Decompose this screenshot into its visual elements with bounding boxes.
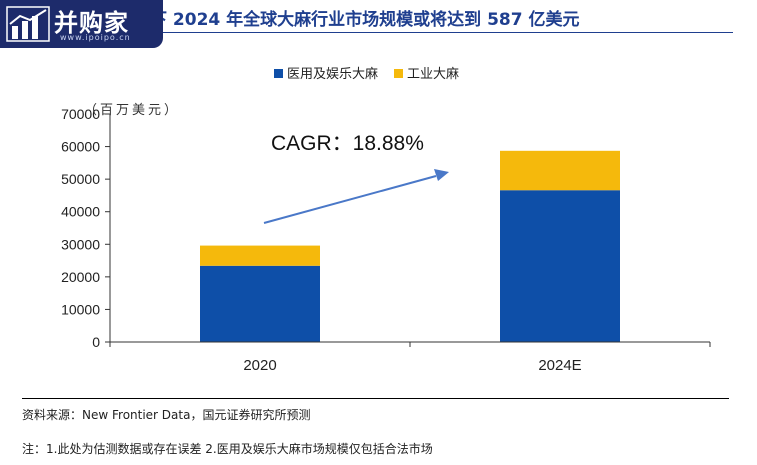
y-tick-label: 10000 [61,301,100,317]
cagr-arrow-line [263,175,437,224]
title-divider [148,32,733,33]
bar-chart-logo-icon [6,6,50,42]
legend-swatch [394,69,403,78]
y-tick-label: 50000 [61,171,100,187]
logo: 并购家 www.ipoipo.cn [0,0,163,48]
x-tick-label: 2024E [538,357,581,374]
chart-title: 下 2024 年全球大麻行业市场规模或将达到 587 亿美元 [150,10,580,30]
bar-segment [200,245,320,266]
cagr-annotation: CAGR：18.88% [263,132,449,224]
y-axis: 0 10000 20000 30000 40000 50000 60000 70000 [61,106,111,350]
legend-label: 医用及娱乐大麻 [287,67,378,82]
footer-divider [22,398,729,399]
legend-swatch [274,69,283,78]
cagr-arrow-head [434,169,449,181]
legend-label: 工业大麻 [407,67,459,82]
source-text: 资料来源：New Frontier Data，国元证券研究所预测 [22,408,311,422]
stacked-bar-chart: 医用及娱乐大麻 工业大麻 （百万美元） 010000200003000040000… [61,67,711,374]
y-tick-label: 30000 [61,236,100,252]
x-tick-label: 2020 [243,357,276,374]
logo-text: 并购家 [54,9,129,37]
y-tick-label: 20000 [61,269,100,285]
chart-legend: 医用及娱乐大麻 工业大麻 [274,67,459,82]
y-tick-label: 70000 [61,106,100,122]
y-tick-label: 60000 [61,139,100,155]
bars [200,150,620,342]
cagr-label: CAGR：18.88% [271,132,424,155]
logo-url: www.ipoipo.cn [60,33,131,42]
bar-segment [500,190,620,342]
y-tick-label: 40000 [61,204,100,220]
bar-segment [200,265,320,342]
title-bar: 下 2024 年全球大麻行业市场规模或将达到 587 亿美元 [0,0,757,36]
note-text: 注：1.此处为估测数据或存在误差 2.医用及娱乐大麻市场规模仅包括合法市场 [22,442,433,456]
y-tick-label: 0 [92,334,100,350]
x-axis: 2020 2024E [109,341,711,374]
bar-segment [500,150,620,191]
